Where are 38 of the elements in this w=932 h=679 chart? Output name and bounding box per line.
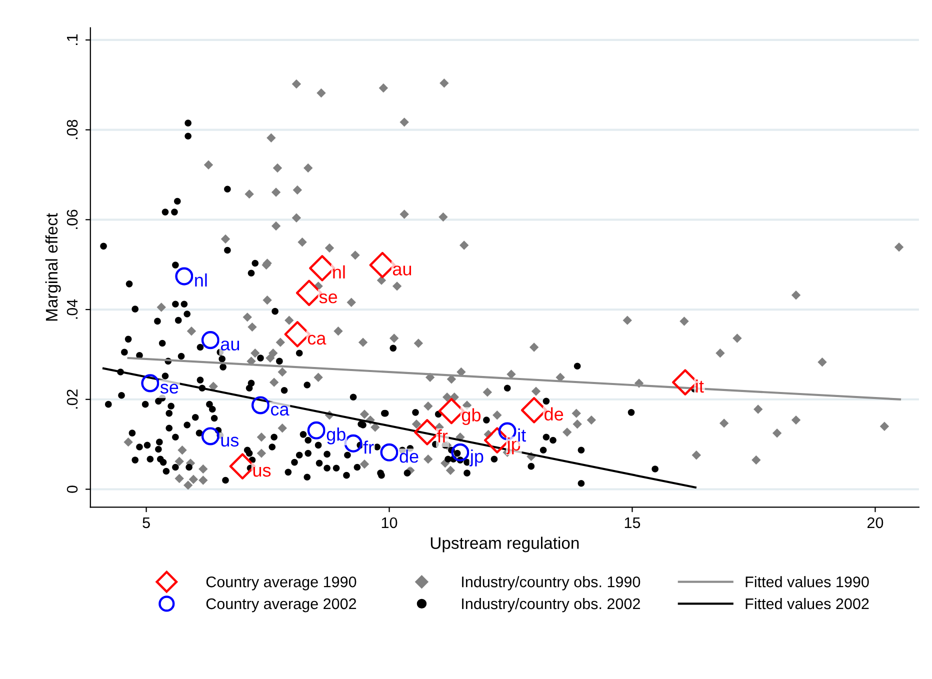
legend-label: Fitted values 2002 <box>746 598 869 610</box>
y-tick-label: .04 <box>66 299 78 319</box>
data-label: de <box>400 450 418 463</box>
data-label: nl <box>333 265 345 278</box>
y-tick-label: .08 <box>66 120 78 140</box>
data-label: au <box>220 340 240 350</box>
data-label: fr <box>363 440 374 454</box>
legend-label: Industry/country obs. 2002 <box>462 598 640 612</box>
data-label: it <box>518 428 526 442</box>
legend-label: Country average 2002 <box>206 598 356 612</box>
legend-label: Country average 1990 <box>206 576 356 590</box>
legend-label: Industry/country obs. 1990 <box>462 576 640 590</box>
data-label: se <box>319 293 338 304</box>
y-tick-label: .1 <box>67 34 78 45</box>
data-label: jp <box>469 450 484 466</box>
data-label: us <box>253 466 271 477</box>
data-label: ca <box>308 334 326 345</box>
data-label: se <box>160 384 178 394</box>
x-axis-title: Upstream regulation <box>430 536 579 552</box>
data-label: jp <box>506 437 520 454</box>
data-label: fr <box>437 429 448 442</box>
y-axis-title: Marginal effect <box>45 213 61 321</box>
data-label: nl <box>195 273 207 287</box>
y-tick-label: 0 <box>66 486 78 493</box>
data-label: us <box>221 436 239 447</box>
data-label: it <box>696 379 704 393</box>
data-label: gb <box>462 408 481 426</box>
data-label: au <box>392 266 412 276</box>
y-tick-label: .06 <box>66 210 78 229</box>
x-tick-label: 15 <box>624 517 640 528</box>
data-label: ca <box>270 406 290 416</box>
x-tick-label: 5 <box>142 517 150 528</box>
y-tick-label: .02 <box>66 390 78 409</box>
legend-label: Fitted values 1990 <box>746 576 869 588</box>
x-tick-label: 10 <box>382 517 398 528</box>
x-tick-label: 20 <box>867 517 884 528</box>
data-label: de <box>544 407 564 421</box>
data-label: gb <box>326 428 346 444</box>
